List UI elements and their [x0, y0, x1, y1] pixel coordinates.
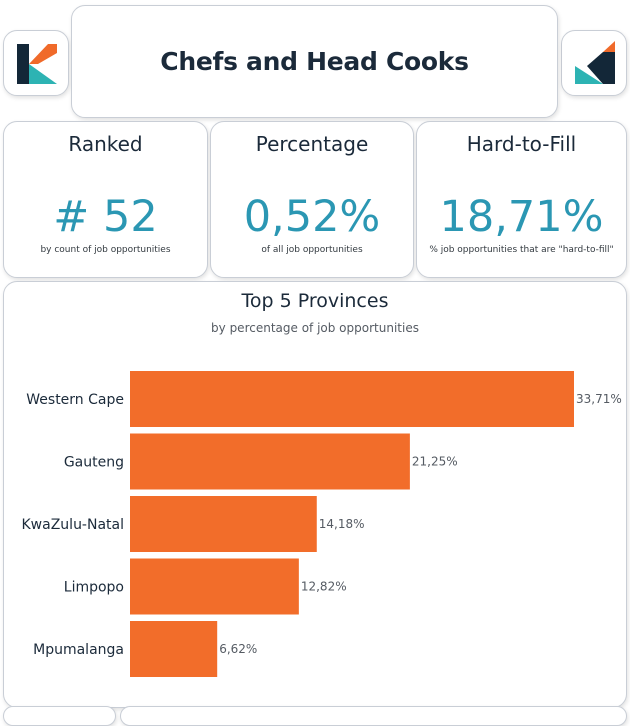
bar-kwazulu-natal[interactable]	[130, 496, 317, 552]
category-label: Mpumalanga	[33, 642, 124, 658]
kpi-label: Percentage	[255, 132, 369, 156]
bar-gauteng[interactable]	[130, 433, 410, 490]
bar-mpumalanga[interactable]	[130, 621, 218, 677]
kpi-value: 0,52%	[243, 192, 381, 242]
title-card: Chefs and Head Cooks	[71, 5, 558, 118]
bar-limpopo[interactable]	[130, 558, 299, 615]
chart-subtitle: by percentage of job opportunities	[211, 321, 419, 335]
category-label: Western Cape	[26, 392, 124, 408]
kpi-caption: by count of job opportunities	[40, 245, 171, 255]
chart-title: Top 5 Provinces	[241, 290, 389, 312]
value-label: 6,62%	[219, 642, 257, 656]
left-logo-card	[3, 30, 69, 96]
next-card-right	[120, 706, 627, 726]
kpi-card-hard-to-fill: Hard-to-Fill 18,71% % job opportunities …	[416, 121, 627, 278]
value-label: 21,25%	[412, 455, 458, 469]
kpi-card-percentage: Percentage 0,52% of all job opportunitie…	[210, 121, 414, 278]
kpi-card-ranked: Ranked # 52 by count of job opportunitie…	[3, 121, 208, 278]
right-logo-card	[561, 30, 627, 96]
value-label: 12,82%	[301, 580, 347, 594]
kpi-caption: % job opportunities that are "hard-to-fi…	[429, 245, 614, 255]
category-label: Gauteng	[64, 455, 124, 471]
provinces-chart-card: Top 5 Provinces by percentage of job opp…	[3, 281, 627, 708]
bar-chart: Western Cape 33,71% Gauteng 21,25% KwaZulu-N…	[22, 371, 622, 677]
kpi-label: Hard-to-Fill	[466, 132, 577, 156]
category-label: KwaZulu-Natal	[22, 517, 125, 533]
kpi-value: # 52	[53, 192, 158, 242]
kpi-label: Ranked	[68, 132, 143, 156]
value-label: 33,71%	[576, 392, 622, 406]
kerning-logo-icon	[17, 44, 57, 84]
bar-western-cape[interactable]	[130, 371, 574, 427]
kpi-caption: of all job opportunities	[261, 245, 363, 255]
page-title: Chefs and Head Cooks	[160, 47, 469, 76]
category-label: Limpopo	[64, 580, 124, 596]
kpi-value: 18,71%	[439, 192, 604, 242]
value-label: 14,18%	[319, 517, 365, 531]
next-card-left	[3, 706, 116, 726]
kerning-logo-icon-flipped	[575, 41, 615, 84]
